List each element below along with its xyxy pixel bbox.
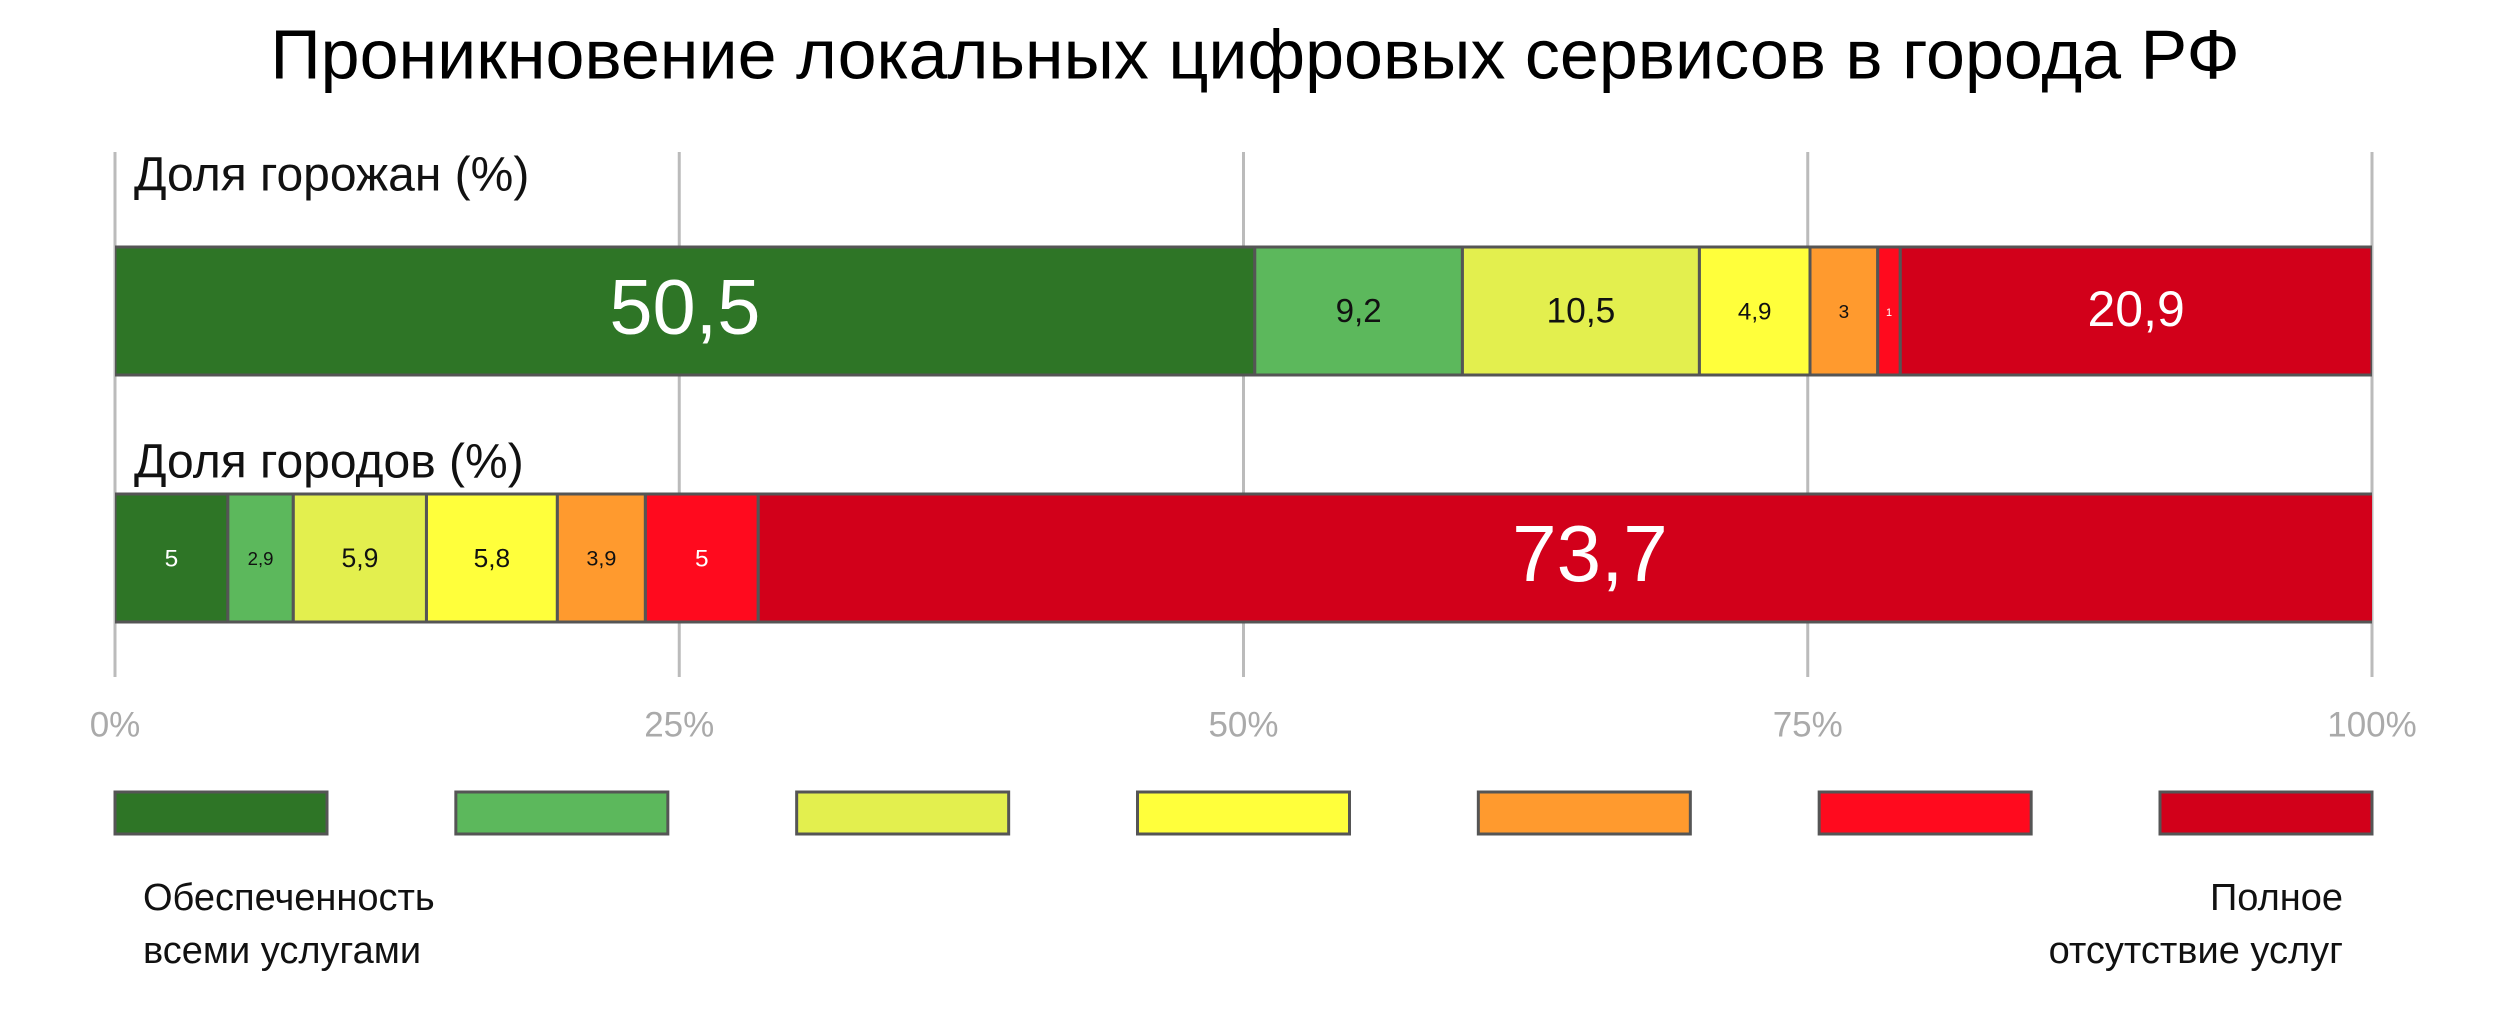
bars: 50,5 9,2 10,5 4,9 3 1 20,9 5 2,9 5,9 5,8 3,9 5 73,7 (115, 245, 2372, 624)
value-label: 10,5 (1546, 290, 1615, 330)
value-label: 5 (695, 545, 709, 572)
legend-low: Обеспеченность всеми услугами (143, 877, 435, 972)
value-label: 2,9 (248, 548, 274, 569)
x-tick-label: 25% (644, 705, 714, 744)
bar-segment (291, 492, 428, 624)
value-label: 5,9 (341, 543, 378, 573)
legend-high: Полное отсутствие услуг (2048, 877, 2343, 972)
chart-title: Проникновение локальных цифровых сервисо… (270, 15, 2239, 93)
bar-segment (756, 492, 2372, 624)
legend-swatch (454, 790, 670, 836)
bar-segment (1460, 245, 1701, 377)
value-label: 5 (165, 545, 179, 572)
bar-segment (555, 492, 647, 624)
legend-swatch (1136, 790, 1351, 836)
legend-swatch (1817, 790, 2033, 836)
x-tick-label: 75% (1773, 705, 1843, 744)
bar-segment (1808, 245, 1880, 377)
value-label: 4,9 (1738, 298, 1772, 325)
bar-segment (1697, 245, 1812, 377)
x-tick-label: 100% (2327, 705, 2417, 744)
value-label: 73,7 (1512, 509, 1668, 598)
x-tick-label: 50% (1208, 705, 1278, 744)
legend-swatch (1476, 790, 1692, 836)
value-label: 50,5 (609, 265, 760, 351)
legend-swatch (795, 790, 1011, 836)
legend-swatch (2158, 790, 2374, 836)
row-label: Доля городов (%) (134, 436, 524, 489)
value-label: 20,9 (2088, 281, 2185, 337)
bar-segment (1898, 245, 2372, 377)
legend-swatch (113, 790, 329, 836)
value-label: 3,9 (586, 546, 616, 571)
value-label: 5,8 (474, 543, 511, 573)
value-label: 1 (1886, 307, 1892, 319)
value-label: 3 (1839, 302, 1850, 323)
row-label: Доля горожан (%) (134, 149, 529, 202)
value-label: 9,2 (1336, 293, 1382, 330)
x-tick-label: 0% (90, 705, 141, 744)
bar-segment (115, 245, 1257, 377)
